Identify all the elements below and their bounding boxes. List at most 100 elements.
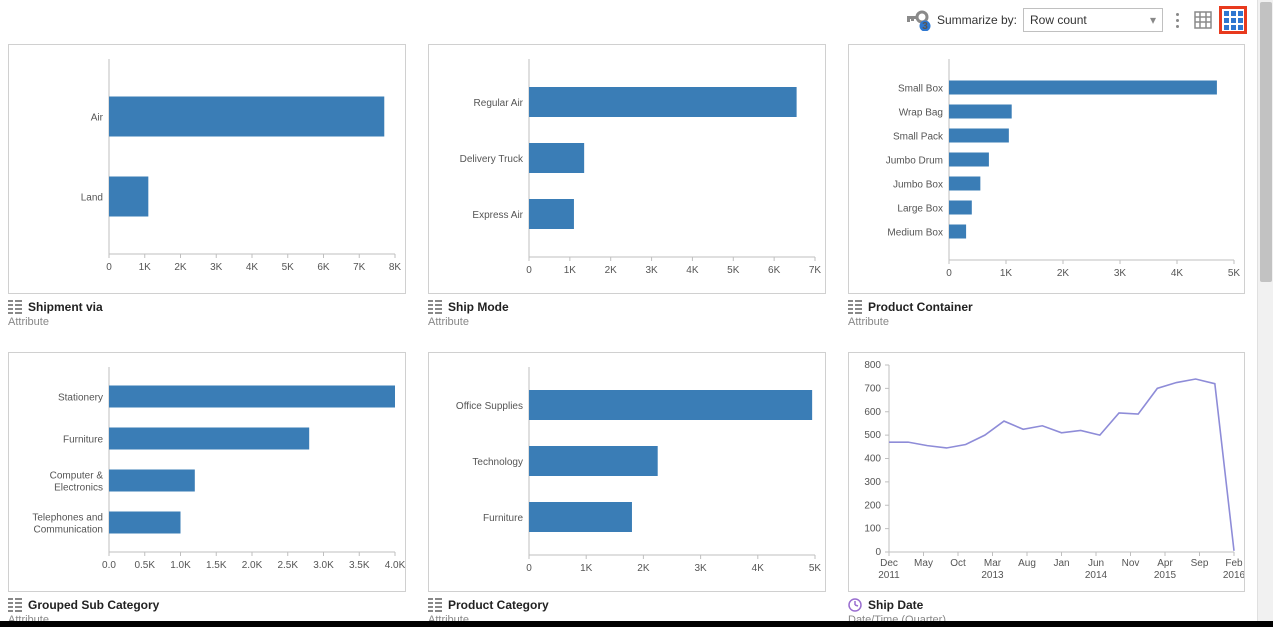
attribute-icon <box>8 300 22 314</box>
chart-p2[interactable]: 01K2K3K4K5KSmall BoxWrap BagSmall PackJu… <box>848 44 1245 294</box>
svg-text:2013: 2013 <box>981 570 1004 581</box>
svg-text:1K: 1K <box>580 563 593 574</box>
svg-text:0: 0 <box>875 547 881 558</box>
svg-text:200: 200 <box>864 500 881 511</box>
attribute-icon <box>8 598 22 612</box>
svg-text:Small Box: Small Box <box>898 84 943 95</box>
more-menu-icon[interactable] <box>1169 13 1185 28</box>
svg-text:Office Supplies: Office Supplies <box>456 401 523 412</box>
panel-p3: 0.00.5K1.0K1.5K2.0K2.5K3.0K3.5K4.0KStati… <box>8 352 406 626</box>
svg-text:1K: 1K <box>1000 268 1013 279</box>
scrollbar[interactable] <box>1257 0 1273 627</box>
svg-text:0: 0 <box>526 563 532 574</box>
panel-title: Grouped Sub Category <box>28 598 159 612</box>
svg-text:Express Air: Express Air <box>472 210 523 221</box>
svg-text:300: 300 <box>864 477 881 488</box>
panel-label: Ship Date <box>848 598 1245 612</box>
svg-text:1K: 1K <box>564 265 577 276</box>
svg-text:5K: 5K <box>809 563 822 574</box>
svg-text:2016: 2016 <box>1223 570 1244 581</box>
toolbar: 3 Summarize by: Row count ▾ <box>905 6 1245 34</box>
svg-text:8K: 8K <box>389 262 402 273</box>
svg-text:0: 0 <box>526 265 532 276</box>
svg-text:3.5K: 3.5K <box>349 560 370 571</box>
svg-text:7K: 7K <box>353 262 366 273</box>
svg-text:Jumbo Drum: Jumbo Drum <box>886 156 943 167</box>
table-view-button[interactable] <box>1191 8 1215 32</box>
svg-text:Jun: Jun <box>1088 558 1104 569</box>
svg-text:2K: 2K <box>605 265 618 276</box>
svg-text:5K: 5K <box>727 265 740 276</box>
summarize-label: Summarize by: <box>937 13 1017 27</box>
svg-text:Stationery: Stationery <box>58 393 103 404</box>
svg-text:Nov: Nov <box>1122 558 1140 569</box>
panel-p5: 0100200300400500600700800Dec2011MayOctMa… <box>848 352 1245 626</box>
svg-text:Technology: Technology <box>472 457 523 468</box>
svg-text:Computer &: Computer & <box>50 471 104 482</box>
svg-text:700: 700 <box>864 383 881 394</box>
key-icon[interactable]: 3 <box>905 9 931 31</box>
svg-text:Communication: Communication <box>34 525 103 536</box>
svg-text:0.0: 0.0 <box>102 560 116 571</box>
panel-p0: 01K2K3K4K5K6K7K8KAirLandShipment viaAttr… <box>8 44 406 328</box>
summarize-value: Row count <box>1030 13 1087 27</box>
svg-text:1K: 1K <box>139 262 152 273</box>
svg-text:3: 3 <box>922 21 928 31</box>
svg-text:2K: 2K <box>637 563 650 574</box>
svg-text:3K: 3K <box>210 262 223 273</box>
svg-text:3K: 3K <box>694 563 707 574</box>
svg-text:Land: Land <box>81 193 103 204</box>
panel-p1: 01K2K3K4K5K6K7KRegular AirDelivery Truck… <box>428 44 826 328</box>
chart-p5[interactable]: 0100200300400500600700800Dec2011MayOctMa… <box>848 352 1245 592</box>
svg-text:6K: 6K <box>317 262 330 273</box>
svg-text:4K: 4K <box>246 262 259 273</box>
svg-text:Telephones and: Telephones and <box>32 513 103 524</box>
svg-text:2K: 2K <box>174 262 187 273</box>
chart-p1[interactable]: 01K2K3K4K5K6K7KRegular AirDelivery Truck… <box>428 44 826 294</box>
svg-text:2014: 2014 <box>1085 570 1108 581</box>
panel-label: Product Container <box>848 300 1245 314</box>
svg-text:Small Pack: Small Pack <box>893 132 944 143</box>
bottom-border <box>0 621 1273 627</box>
svg-text:4K: 4K <box>752 563 765 574</box>
panel-label: Ship Mode <box>428 300 826 314</box>
charts-grid: 0 1K 2K 3K 4K 5K 6K 7K 8K Air Land Shipment via Attr… <box>8 44 1245 617</box>
panel-title: Ship Date <box>868 598 923 612</box>
svg-text:Dec: Dec <box>880 558 898 569</box>
panel-label: Grouped Sub Category <box>8 598 406 612</box>
dashboard-page: { "toolbar": { "key_badge": "3", "summar… <box>0 0 1273 627</box>
svg-text:Air: Air <box>91 113 104 124</box>
svg-text:5K: 5K <box>1228 268 1241 279</box>
scrollbar-thumb[interactable] <box>1260 2 1272 282</box>
svg-text:600: 600 <box>864 407 881 418</box>
attribute-icon <box>848 300 862 314</box>
svg-text:Jan: Jan <box>1053 558 1069 569</box>
panel-title: Shipment via <box>28 300 103 314</box>
svg-text:4.0K: 4.0K <box>385 560 405 571</box>
svg-text:800: 800 <box>864 360 881 371</box>
tiles-view-button[interactable] <box>1221 8 1245 32</box>
chart-p0[interactable]: 01K2K3K4K5K6K7K8KAirLand <box>8 44 406 294</box>
svg-text:3K: 3K <box>1114 268 1127 279</box>
chart-p3[interactable]: 0.00.5K1.0K1.5K2.0K2.5K3.0K3.5K4.0KStati… <box>8 352 406 592</box>
svg-text:2011: 2011 <box>878 570 900 581</box>
svg-text:400: 400 <box>864 454 881 465</box>
svg-text:0: 0 <box>946 268 952 279</box>
svg-text:Electronics: Electronics <box>54 483 103 494</box>
svg-text:2.0K: 2.0K <box>242 560 263 571</box>
svg-text:1.0K: 1.0K <box>170 560 191 571</box>
svg-text:Regular Air: Regular Air <box>474 98 524 109</box>
svg-text:May: May <box>914 558 933 569</box>
svg-text:Furniture: Furniture <box>483 513 523 524</box>
panel-label: Shipment via <box>8 300 406 314</box>
chart-p4[interactable]: 0 1K 2K 3K 4K 5K Office Supplies Technology Furn… <box>428 352 826 592</box>
panel-title: Product Category <box>448 598 549 612</box>
svg-text:3.0K: 3.0K <box>313 560 334 571</box>
summarize-select[interactable]: Row count ▾ <box>1023 8 1163 32</box>
svg-text:7K: 7K <box>809 265 822 276</box>
panel-subtitle: Attribute <box>8 316 406 328</box>
attribute-icon <box>428 598 442 612</box>
svg-text:0: 0 <box>106 262 112 273</box>
chevron-down-icon: ▾ <box>1150 13 1156 27</box>
svg-text:Mar: Mar <box>984 558 1002 569</box>
